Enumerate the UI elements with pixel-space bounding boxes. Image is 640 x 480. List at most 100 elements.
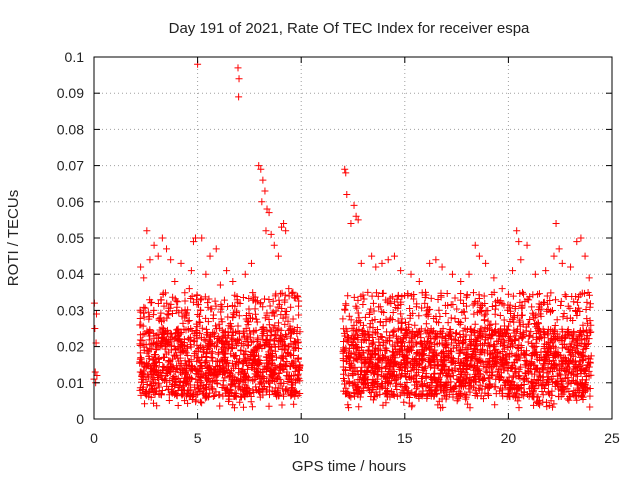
data-point — [405, 347, 413, 355]
data-point — [157, 318, 165, 326]
data-point — [272, 307, 280, 315]
data-point — [457, 277, 465, 285]
data-point — [233, 357, 241, 365]
data-point — [405, 329, 413, 337]
data-point — [584, 288, 592, 296]
data-point — [500, 364, 508, 372]
data-point — [268, 352, 276, 360]
data-point — [453, 305, 461, 313]
data-point — [347, 220, 355, 228]
data-point — [244, 321, 252, 329]
data-point — [394, 317, 402, 325]
data-point — [412, 385, 420, 393]
data-point — [581, 353, 589, 361]
data-point — [481, 316, 489, 324]
data-point — [530, 401, 538, 409]
data-point — [156, 314, 164, 322]
data-point — [266, 302, 274, 310]
data-point — [389, 328, 397, 336]
data-point — [220, 341, 228, 349]
data-point — [369, 338, 377, 346]
data-point — [281, 320, 289, 328]
data-point — [212, 388, 220, 396]
data-point — [458, 346, 466, 354]
data-point — [217, 315, 225, 323]
data-point — [237, 385, 245, 393]
data-point — [91, 368, 99, 376]
data-point — [192, 332, 200, 340]
data-point — [144, 308, 152, 316]
data-point — [500, 341, 508, 349]
data-point — [353, 318, 361, 326]
data-point — [377, 332, 385, 340]
data-point — [582, 305, 590, 313]
data-point — [516, 298, 524, 306]
data-point — [486, 343, 494, 351]
data-point — [242, 312, 250, 320]
data-point — [470, 383, 478, 391]
data-point — [398, 325, 406, 333]
data-point — [543, 376, 551, 384]
data-point — [478, 306, 486, 314]
data-point — [365, 309, 373, 317]
data-point — [557, 387, 565, 395]
data-point — [165, 307, 173, 315]
data-point — [442, 340, 450, 348]
data-point — [446, 330, 454, 338]
data-point — [431, 387, 439, 395]
data-point — [544, 331, 552, 339]
data-point — [275, 325, 283, 333]
data-point — [286, 334, 294, 342]
data-point — [177, 329, 185, 337]
data-point — [465, 270, 473, 278]
data-point — [180, 386, 188, 394]
data-point — [215, 361, 223, 369]
x-tick-label: 0 — [90, 430, 98, 446]
y-axis-label: ROTI / TECUs — [5, 190, 22, 286]
data-point — [354, 296, 362, 304]
data-point — [405, 323, 413, 331]
data-point — [443, 289, 451, 297]
data-point — [295, 375, 303, 383]
data-point — [534, 324, 542, 332]
data-point — [376, 318, 384, 326]
data-point — [188, 363, 196, 371]
data-point — [198, 362, 206, 370]
data-point — [201, 293, 209, 301]
data-point — [181, 289, 189, 297]
data-point — [209, 357, 217, 365]
data-point — [229, 277, 237, 285]
data-point — [201, 371, 209, 379]
data-point — [553, 316, 561, 324]
data-point — [510, 329, 518, 337]
data-point — [348, 362, 356, 370]
data-point — [577, 379, 585, 387]
data-point — [345, 312, 353, 320]
data-point — [493, 371, 501, 379]
data-point — [244, 342, 252, 350]
data-point — [173, 351, 181, 359]
y-tick-label: 0 — [76, 411, 84, 427]
data-point — [546, 367, 554, 375]
data-point — [422, 341, 430, 349]
data-point — [293, 292, 301, 300]
data-point — [570, 298, 578, 306]
data-point — [367, 305, 375, 313]
data-point — [557, 362, 565, 370]
data-point — [418, 392, 426, 400]
data-point — [509, 363, 517, 371]
data-point — [140, 303, 148, 311]
data-point — [466, 404, 474, 412]
data-point — [145, 352, 153, 360]
data-point — [414, 328, 422, 336]
data-point — [274, 374, 282, 382]
data-point — [284, 317, 292, 325]
data-point — [172, 389, 180, 397]
data-point — [285, 292, 293, 300]
data-point — [435, 397, 443, 405]
data-point — [235, 93, 243, 101]
data-point — [471, 241, 479, 249]
data-point — [152, 345, 160, 353]
data-point — [549, 327, 557, 335]
data-point — [572, 307, 580, 315]
